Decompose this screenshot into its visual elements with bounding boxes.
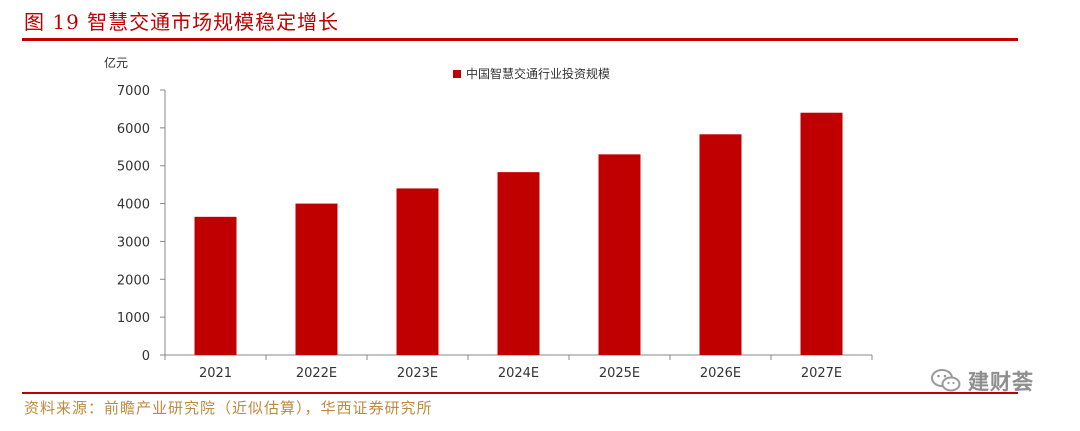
bar-2027E xyxy=(800,112,843,355)
bar-2024E xyxy=(497,172,540,355)
bar-2021 xyxy=(194,216,237,355)
bar-2026E xyxy=(699,134,742,355)
x-tick-label: 2025E xyxy=(599,366,640,381)
y-tick-label: 2000 xyxy=(117,273,150,288)
bar-2023E xyxy=(396,188,439,355)
x-tick-label: 2024E xyxy=(498,366,539,381)
watermark-text: 建财荟 xyxy=(968,370,1034,394)
y-tick-label: 6000 xyxy=(117,122,150,137)
bar-2025E xyxy=(598,154,641,355)
source-rule xyxy=(22,392,1018,394)
x-tick-label: 2021 xyxy=(199,366,232,381)
y-tick-label: 4000 xyxy=(117,198,150,213)
figure-title: 图 19 智慧交通市场规模稳定增长 xyxy=(24,10,340,34)
watermark: 建财荟 xyxy=(930,363,1034,399)
y-tick-label: 7000 xyxy=(117,84,150,99)
x-tick-label: 2023E xyxy=(397,366,438,381)
x-tick-label: 2027E xyxy=(801,366,842,381)
legend-swatch xyxy=(453,70,461,78)
bar-2022E xyxy=(295,203,338,355)
title-rule xyxy=(22,38,1018,41)
y-tick-label: 3000 xyxy=(117,235,150,250)
legend: 中国智慧交通行业投资规模 xyxy=(453,66,610,81)
x-tick-label: 2022E xyxy=(296,366,337,381)
source-note: 资料来源：前瞻产业研究院（近似估算），华西证券研究所 xyxy=(24,399,433,417)
y-tick-label: 1000 xyxy=(117,311,150,326)
legend-label: 中国智慧交通行业投资规模 xyxy=(466,66,610,81)
wechat-icon xyxy=(931,369,961,392)
x-tick-label: 2026E xyxy=(700,366,741,381)
y-unit-label: 亿元 xyxy=(104,55,128,70)
y-tick-label: 5000 xyxy=(117,160,150,175)
y-tick-label: 0 xyxy=(142,349,150,364)
